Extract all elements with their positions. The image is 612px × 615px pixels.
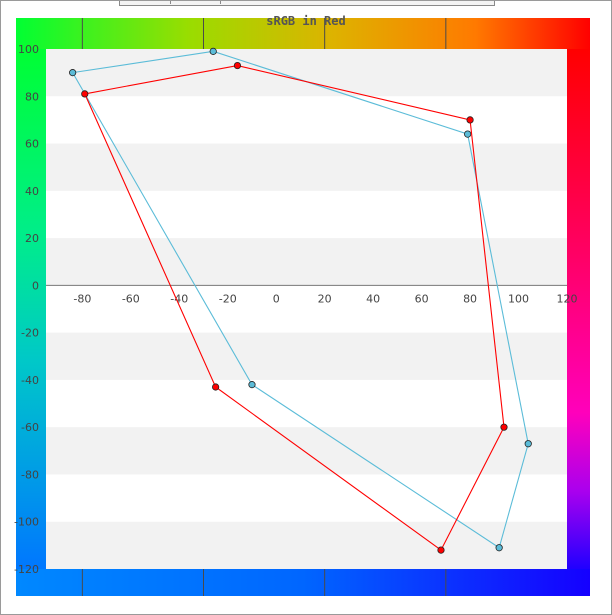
right-hue-band <box>567 49 590 569</box>
grid-band <box>46 332 567 380</box>
y-tick-label: -60 <box>21 421 39 434</box>
data-point <box>466 116 474 124</box>
x-tick-label: 40 <box>366 292 380 305</box>
y-tick-label: 0 <box>32 279 39 292</box>
top-toolbar-strip <box>119 1 495 6</box>
toolbar-segment <box>120 1 171 4</box>
toolbar-segment <box>170 1 221 4</box>
x-tick-label: -20 <box>219 292 237 305</box>
grid-band <box>46 143 567 191</box>
x-tick-labels: -80 -60 -40 -20 0 20 40 60 80 100 120 <box>73 292 577 305</box>
data-point <box>437 546 445 554</box>
y-tick-label: -20 <box>21 327 39 340</box>
left-hue-band <box>16 49 46 569</box>
x-tick-label: 20 <box>318 292 332 305</box>
plot-area <box>46 49 567 569</box>
y-tick-label: -80 <box>21 468 39 481</box>
top-hue-band <box>16 18 590 49</box>
y-tick-label: 100 <box>18 43 39 56</box>
bottom-hue-band <box>16 569 590 596</box>
x-tick-label: -40 <box>170 292 188 305</box>
color-gamut-border <box>16 18 590 596</box>
data-point <box>524 440 532 448</box>
series-2 <box>81 61 508 554</box>
y-tick-label: -100 <box>14 516 39 529</box>
grid-band <box>46 521 567 569</box>
data-point <box>212 383 220 391</box>
y-tick-label: -40 <box>21 374 39 387</box>
x-tick-label: 60 <box>415 292 429 305</box>
y-tick-label: 40 <box>25 185 39 198</box>
data-point <box>81 90 89 98</box>
y-tick-label: 20 <box>25 232 39 245</box>
data-point <box>233 61 242 70</box>
y-tick-labels: 100 80 60 40 20 0 -20 -40 -60 -80 -100 -120 <box>14 43 39 576</box>
grid-bands <box>46 49 567 569</box>
data-point <box>495 544 503 552</box>
x-tick-label: 120 <box>557 292 578 305</box>
x-tick-label: -80 <box>73 292 91 305</box>
x-tick-label: 80 <box>463 292 477 305</box>
series-1 <box>69 47 532 552</box>
data-point <box>209 47 217 55</box>
series-layer <box>69 47 532 554</box>
x-tick-label: -60 <box>122 292 140 305</box>
data-point <box>464 130 472 138</box>
grid-band <box>46 238 567 286</box>
data-point <box>248 381 256 389</box>
x-tick-label: 100 <box>508 292 529 305</box>
data-point <box>69 69 77 77</box>
grid-band <box>46 427 567 475</box>
grid-vertical-lines <box>81 18 447 596</box>
y-tick-label: 80 <box>25 90 39 103</box>
y-tick-label: 60 <box>25 138 39 151</box>
chart-title: sRGB in Red <box>266 14 345 28</box>
data-point <box>500 423 508 431</box>
grid-band <box>46 49 567 97</box>
x-tick-label: 0 <box>273 292 280 305</box>
y-tick-label: -120 <box>14 563 39 576</box>
